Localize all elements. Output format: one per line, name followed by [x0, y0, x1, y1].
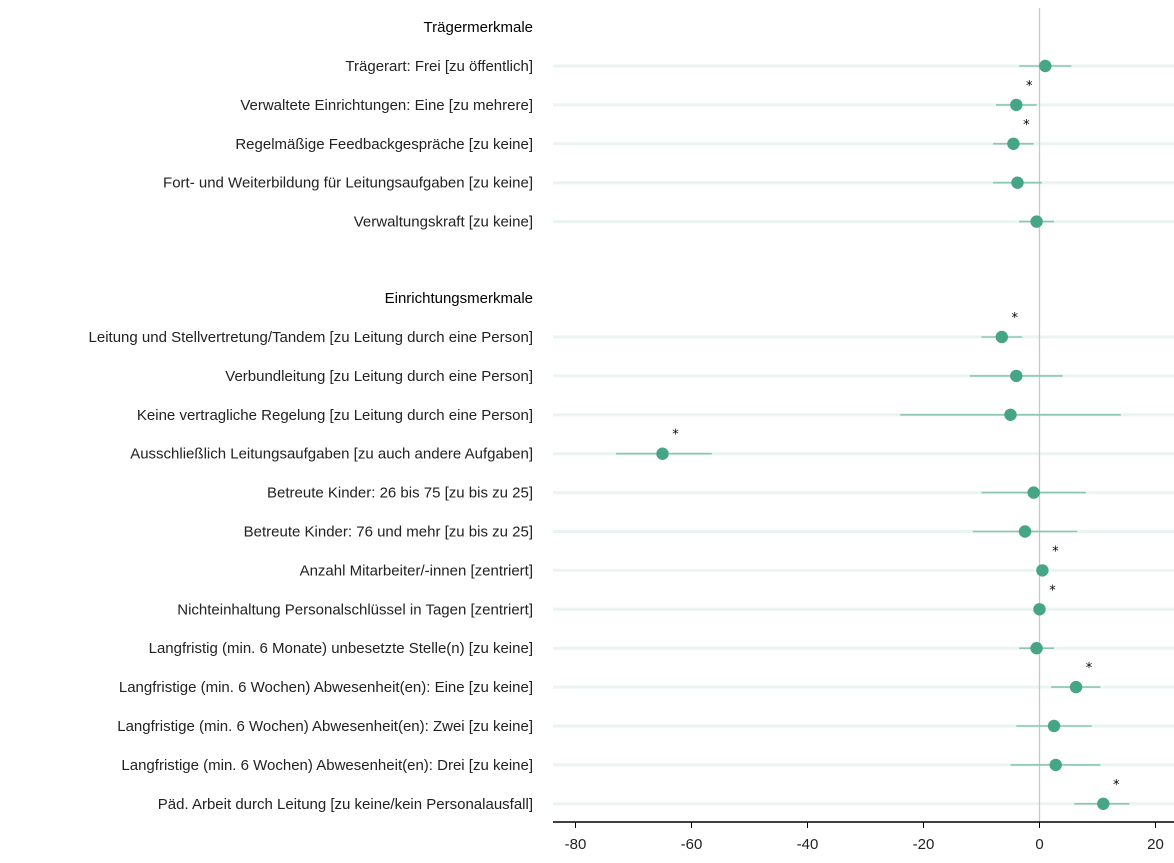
row-label: Trägerart: Frei [zu öffentlich]	[345, 58, 533, 75]
point-estimates	[656, 60, 1109, 810]
row-label: Anzahl Mitarbeiter/-innen [zentriert]	[300, 562, 533, 579]
row-labels: Trägermerkmale Trägerart: Frei [zu öffent…	[89, 19, 533, 813]
row-label: Verwaltungskraft [zu keine]	[354, 214, 533, 231]
row-label: Langfristige (min. 6 Wochen) Abwesenheit…	[119, 679, 533, 696]
estimate-point	[1028, 486, 1040, 498]
estimate-point	[1036, 564, 1048, 576]
x-tick-label: 0	[1035, 836, 1043, 853]
significance-star: *	[1049, 583, 1056, 598]
estimate-point	[1030, 642, 1042, 654]
estimate-point	[1097, 798, 1109, 810]
significance-star: *	[1052, 544, 1059, 559]
row-bands	[553, 66, 1174, 804]
estimate-point	[1004, 409, 1016, 421]
row-label: Verbundleitung [zu Leitung durch eine Pe…	[225, 368, 533, 385]
row-label: Betreute Kinder: 26 bis 75 [zu bis zu 25…	[267, 485, 533, 502]
x-tick-label: 20	[1147, 836, 1164, 853]
significance-star: *	[1026, 79, 1033, 94]
row-label: Verwaltete Einrichtungen: Eine [zu mehre…	[240, 97, 533, 114]
row-label: Ausschließlich Leitungsaufgaben [zu auch…	[130, 446, 533, 463]
row-label: Nichteinhaltung Personalschlüssel in Tag…	[177, 601, 533, 618]
row-label: Betreute Kinder: 76 und mehr [zu bis zu …	[244, 524, 533, 541]
row-label: Leitung und Stellvertretung/Tandem [zu L…	[89, 329, 533, 346]
row-label: Regelmäßige Feedbackgespräche [zu keine]	[235, 136, 533, 153]
x-tick-label: -40	[797, 836, 819, 853]
x-tick-label: -20	[913, 836, 935, 853]
row-label: Päd. Arbeit durch Leitung [zu keine/kein…	[158, 796, 533, 813]
row-label: Fort- und Weiterbildung für Leitungsaufg…	[163, 175, 533, 192]
row-label: Langfristige (min. 6 Wochen) Abwesenheit…	[121, 757, 533, 774]
row-label: Langfristig (min. 6 Monate) unbesetzte S…	[149, 640, 533, 657]
x-axis: -80 -60 -40 -20 0 20	[553, 822, 1174, 853]
estimate-point	[656, 448, 668, 460]
estimate-point	[1007, 138, 1019, 150]
estimate-point	[1033, 603, 1045, 615]
x-tick-label: -60	[681, 836, 703, 853]
estimate-point	[1011, 177, 1023, 189]
significance-star: *	[1012, 311, 1019, 326]
estimate-point	[1010, 370, 1022, 382]
significance-star: *	[672, 428, 679, 443]
estimate-point	[1039, 60, 1051, 72]
estimate-point	[1048, 720, 1060, 732]
confidence-intervals	[616, 66, 1129, 804]
x-tick-label: -80	[565, 836, 587, 853]
significance-star: *	[1113, 778, 1120, 793]
estimate-point	[1070, 681, 1082, 693]
estimate-point	[1010, 99, 1022, 111]
group-title: Trägermerkmale	[424, 19, 533, 36]
row-label: Keine vertragliche Regelung [zu Leitung …	[137, 407, 533, 424]
estimate-point	[996, 331, 1008, 343]
row-label: Langfristige (min. 6 Wochen) Abwesenheit…	[117, 718, 533, 735]
estimate-point	[1050, 759, 1062, 771]
group-title: Einrichtungsmerkmale	[385, 290, 533, 307]
significance-star: *	[1023, 118, 1030, 133]
significance-star: *	[1086, 661, 1093, 676]
estimate-point	[1030, 215, 1042, 227]
estimate-point	[1019, 525, 1031, 537]
